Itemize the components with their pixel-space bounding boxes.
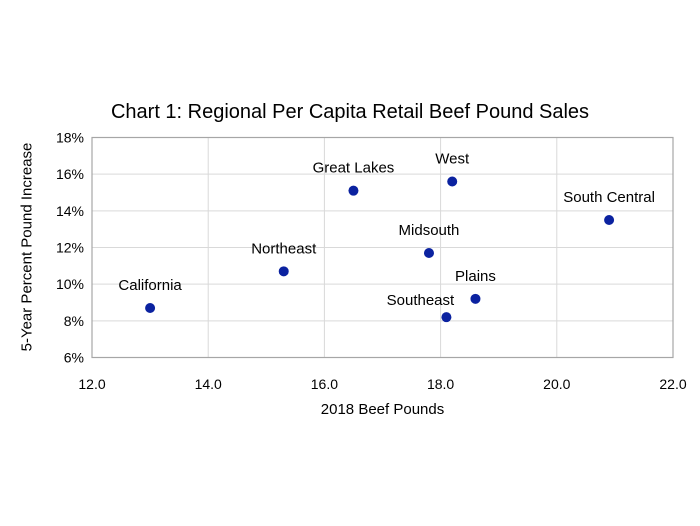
data-point-label-great-lakes: Great Lakes: [313, 160, 395, 177]
data-point-west: [447, 176, 458, 187]
data-point-label-california: California: [118, 277, 182, 294]
data-point-south-central: [604, 215, 615, 225]
data-point-label-midsouth: Midsouth: [399, 222, 460, 239]
data-point-great-lakes: [348, 185, 359, 196]
data-point-label-northeast: Northeast: [251, 240, 317, 257]
y-tick-label: 12%: [56, 240, 84, 256]
y-tick-label: 8%: [64, 313, 84, 329]
x-tick-label: 14.0: [195, 376, 222, 392]
x-tick-label: 18.0: [427, 376, 454, 392]
x-tick-label: 22.0: [659, 376, 686, 392]
y-tick-label: 14%: [56, 203, 84, 219]
data-point-southeast: [441, 312, 452, 323]
data-point-label-southeast: Southeast: [387, 292, 455, 309]
data-point-label-south-central: South Central: [563, 189, 655, 206]
plot-border: [91, 136, 674, 359]
data-point-label-plains: Plains: [455, 268, 496, 285]
y-tick-label: 18%: [56, 130, 84, 146]
y-tick-label: 10%: [56, 276, 84, 292]
data-point-plains: [470, 293, 481, 304]
x-tick-label: 12.0: [78, 376, 105, 392]
chart-title: Chart 1: Regional Per Capita Retail Beef…: [110, 101, 590, 123]
data-point-label-west: West: [435, 151, 470, 168]
data-point-midsouth: [423, 248, 434, 258]
y-tick-label: 16%: [56, 166, 84, 182]
x-tick-label: 20.0: [543, 376, 570, 392]
data-point-northeast: [278, 266, 289, 277]
y-tick-label: 6%: [64, 350, 84, 366]
x-axis-title: 2018 Beef Pounds: [320, 401, 445, 418]
data-point-california: [145, 303, 156, 313]
x-tick-label: 16.0: [311, 376, 338, 392]
